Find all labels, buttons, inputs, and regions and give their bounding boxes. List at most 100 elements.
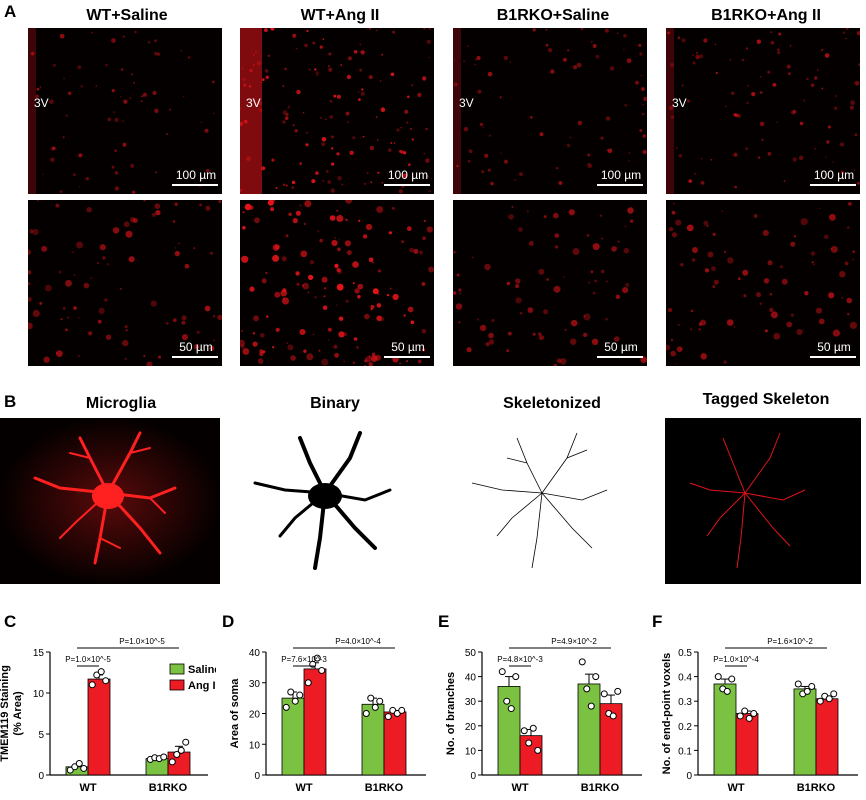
legend-swatch [169,663,185,675]
data-point [728,675,736,683]
scale-bar [810,356,856,358]
data-point [371,703,379,711]
category-label: B1RKO [365,782,404,794]
data-point [808,682,816,690]
y-tick-label: 0 [686,771,692,782]
scale-label: 100 µm [600,168,642,182]
data-point [160,753,168,761]
title-tagged-skeleton: Tagged Skeleton [702,391,830,408]
bar [519,735,543,776]
chart-branches: 0 10 20 30 40 50 No. of branches WT B1RKO P=4.8×1… [434,630,650,795]
third-ventricle-label: 3V [672,96,687,110]
data-point [362,710,370,717]
chart-soma-area: 0 10 20 30 40 Area of soma WT B1RKO P=7.6×10^-3 P… [218,630,434,795]
chart-svg: 0 10 20 30 40 50 No. of branches WT B1RKO P=4.8×1… [445,637,642,794]
bar [815,698,839,776]
category-label: WT [727,782,744,794]
data-point [75,760,83,768]
data-point [507,705,515,713]
data-point [816,697,824,705]
scale-label: 100 µm [387,168,429,182]
y-tick-label: 30 [465,697,477,708]
data-point [282,703,290,711]
micrograph-r2-c1: 50 µm [28,200,222,366]
micrograph-r2-c2: 50 µm [240,200,434,366]
micrograph-r1-c3: 3V 100 µm [453,28,647,194]
scale-bar [810,184,856,186]
y-axis-label: No. of branches [445,672,457,755]
third-ventricle-label: 3V [34,96,49,110]
scale-label: 50 µm [391,340,425,354]
scale-label: 50 µm [179,340,213,354]
data-point [88,681,96,689]
data-point [578,658,586,666]
panel-label-e: E [438,612,450,631]
y-tick-label: 0.2 [678,722,692,733]
p-value-label: P=4.8×10^-3 [497,655,543,664]
data-point [313,654,321,662]
tagged-skeleton-image [665,418,861,584]
y-tick-label: 20 [465,722,477,733]
data-point [291,697,299,705]
bar [599,703,623,776]
bar [735,713,759,776]
data-point [534,746,542,754]
title-binary: Binary [310,395,360,412]
data-point [97,668,105,676]
data-point [614,687,622,695]
y-tick-label: 0 [254,771,260,782]
data-point [741,707,749,715]
legend-label: Ang II [188,680,216,692]
micrograph-r1-c4: 3V 100 µm [666,28,860,194]
chart-svg: 0 0.1 0.2 0.3 0.4 0.5 No. of end-point voxels W… [661,637,858,794]
data-point [376,697,384,705]
binary-image [235,418,445,584]
data-point [503,697,511,705]
data-point [173,751,181,758]
legend-label: Saline [188,664,216,676]
category-label: B1RKO [797,782,836,794]
data-point [723,687,731,695]
bar [793,688,817,776]
title-microglia: Microglia [85,395,157,412]
y-tick-label: 0 [470,771,476,782]
data-point [168,758,176,766]
data-point [520,727,528,735]
data-point [177,746,185,754]
micrograph-r2-c3: 50 µm [453,200,647,366]
micrograph-r1-c2: 3V 100 µm [240,28,434,194]
data-point [830,690,838,698]
data-point [318,666,326,674]
third-ventricle-label: 3V [246,96,261,110]
data-point [750,710,758,717]
y-tick-label: 0 [38,771,44,782]
data-point [794,680,802,688]
data-point [398,706,406,714]
p-value-label: P=1.6×10^-2 [767,637,813,646]
data-point [587,702,595,710]
category-label: WT [295,782,312,794]
y-tick-label: 40 [249,648,261,659]
skeletonized-image [452,418,652,584]
scale-label: 50 µm [817,340,851,354]
scale-bar [172,356,218,358]
data-point [736,712,744,720]
chart-tmem119: 0 5 10 15 TMEM119 Staining(% Area) WT B1RKO P=1… [0,630,220,795]
y-tick-label: 0.3 [678,697,692,708]
panel-label-b: B [4,392,17,411]
scale-label: 50 µm [604,340,638,354]
data-point [287,688,295,696]
data-point [714,673,722,681]
data-point [803,687,811,695]
data-point [600,690,608,698]
data-point [296,691,304,699]
legend-swatch [169,679,185,691]
y-tick-label: 15 [33,648,45,659]
y-axis-label-line: (% Area) [12,691,24,736]
column-title-b1rko-saline: B1RKO+Saline [496,7,610,24]
y-tick-label: 40 [465,673,477,684]
data-point [512,673,520,681]
y-tick-label: 10 [249,740,261,751]
category-label: WT [511,782,528,794]
data-point [609,712,617,720]
